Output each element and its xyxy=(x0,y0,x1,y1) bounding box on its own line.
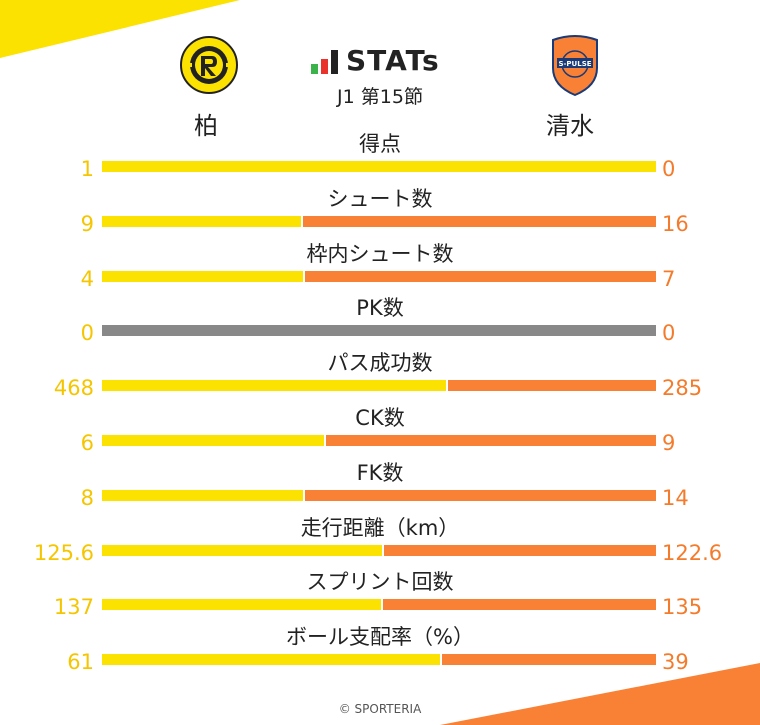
stat-bar xyxy=(102,270,656,282)
stat-away-value: 135 xyxy=(662,595,703,620)
stat-away-value: 14 xyxy=(662,485,689,510)
stat-away-value: 122.6 xyxy=(662,540,723,565)
stat-bar-home xyxy=(102,270,304,282)
logo-bars-icon xyxy=(311,48,338,74)
shimizu-s-pulse-emblem: S-PULSE xyxy=(552,35,598,96)
stat-bar-home xyxy=(102,544,383,556)
stat-label: 枠内シュート数 xyxy=(306,241,454,266)
stat-label: スプリント回数 xyxy=(306,570,454,595)
stat-away-value: 9 xyxy=(662,431,676,455)
stat-bar-away xyxy=(441,654,656,666)
stat-home-value: 137 xyxy=(53,595,94,620)
stat-home-value: 8 xyxy=(80,485,94,510)
stat-away-value: 39 xyxy=(662,650,689,675)
stat-bar xyxy=(102,489,656,501)
stat-home-value: 1 xyxy=(80,157,94,181)
stat-label: FK数 xyxy=(356,460,404,485)
stat-row: 得点 1 0 xyxy=(0,131,760,186)
stat-away-value: 16 xyxy=(662,211,689,236)
emblem-text: S-PULSE xyxy=(558,60,591,68)
stat-label: ボール支配率（%） xyxy=(286,625,474,650)
copyright: © SPORTERIA xyxy=(338,702,422,716)
stat-bar-away xyxy=(448,380,656,392)
stat-away-value: 0 xyxy=(662,321,676,346)
stat-home-value: 6 xyxy=(80,431,94,455)
stat-row: スプリント回数 137 135 xyxy=(0,569,760,624)
stat-bar xyxy=(102,380,656,392)
logo-title: STATs xyxy=(346,44,440,77)
stat-bar-away xyxy=(305,270,656,282)
corner-decoration-bottom-right xyxy=(440,663,760,725)
stat-label: PK数 xyxy=(356,296,404,321)
stat-bar xyxy=(102,544,656,556)
stat-row: シュート数 9 16 xyxy=(0,186,760,241)
stat-home-value: 4 xyxy=(80,266,94,291)
stat-bar xyxy=(102,161,656,172)
stat-bar-empty xyxy=(102,325,656,337)
stat-bar-home xyxy=(102,435,324,446)
stat-bar-away xyxy=(305,489,656,501)
stat-bar-home xyxy=(102,489,304,501)
stat-bar-away xyxy=(303,215,656,227)
stat-bar-home xyxy=(102,654,440,666)
stat-home-value: 0 xyxy=(80,321,94,346)
kashiwa-reysol-emblem xyxy=(180,36,238,94)
stat-row: CK数 6 9 xyxy=(0,405,760,460)
stat-bar xyxy=(102,654,656,666)
match-info: J1 第15節 xyxy=(337,86,423,108)
stat-row: 走行距離（km） 125.6 122.6 xyxy=(0,515,760,570)
stat-home-value: 9 xyxy=(80,211,94,236)
stat-label: 得点 xyxy=(359,132,401,156)
stat-row: FK数 8 14 xyxy=(0,460,760,515)
stat-bar xyxy=(102,325,656,337)
stat-row: PK数 0 0 xyxy=(0,295,760,350)
stat-bar xyxy=(102,599,656,611)
stat-label: CK数 xyxy=(355,406,405,430)
stat-bar-away xyxy=(383,599,656,611)
stat-bar-home xyxy=(102,599,382,611)
stats-logo: STATs xyxy=(311,44,440,77)
stat-row: 枠内シュート数 4 7 xyxy=(0,241,760,296)
stat-bar xyxy=(102,215,656,227)
stat-away-value: 285 xyxy=(662,376,703,401)
home-team-name: 柏 xyxy=(194,112,218,140)
stat-bar-home xyxy=(102,380,447,392)
stat-bar xyxy=(102,435,656,446)
stat-label: パス成功数 xyxy=(327,351,433,376)
stat-bar-home xyxy=(102,161,656,172)
corner-decoration-top-left xyxy=(0,0,240,58)
stat-away-value: 7 xyxy=(662,266,676,291)
stat-bar-home xyxy=(102,215,302,227)
stat-home-value: 468 xyxy=(53,376,94,401)
stat-label: 走行距離（km） xyxy=(300,515,460,540)
stat-home-value: 61 xyxy=(67,650,94,675)
stat-away-value: 0 xyxy=(662,157,676,181)
stat-bar-away xyxy=(384,544,656,556)
away-team-name: 清水 xyxy=(546,112,594,140)
stat-row: パス成功数 468 285 xyxy=(0,350,760,405)
stat-label: シュート数 xyxy=(327,186,433,211)
stat-row: ボール支配率（%） 61 39 xyxy=(0,624,760,679)
stat-home-value: 125.6 xyxy=(33,540,94,565)
stat-bar-away xyxy=(325,435,656,446)
